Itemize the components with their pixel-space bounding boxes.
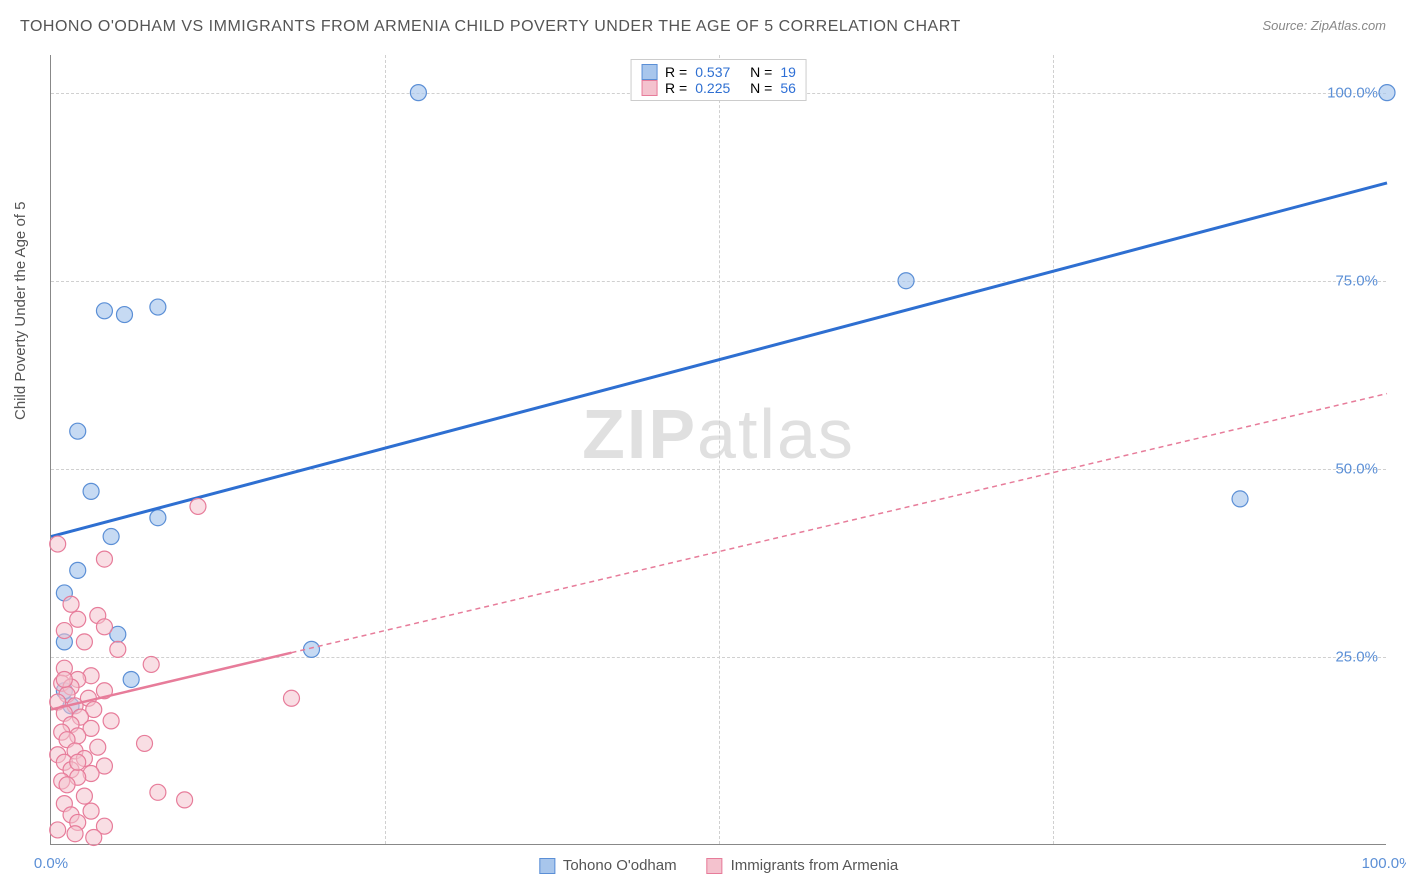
- scatter-point: [150, 510, 166, 526]
- legend-swatch-a2: [539, 858, 555, 874]
- legend-r-value-b: 0.225: [695, 80, 730, 96]
- legend-n-label-b: N =: [750, 80, 772, 96]
- scatter-point: [410, 85, 426, 101]
- legend-item-a: Tohono O'odham: [539, 857, 677, 874]
- scatter-point: [70, 423, 86, 439]
- scatter-point: [150, 299, 166, 315]
- scatter-point: [110, 641, 126, 657]
- scatter-svg: [51, 55, 1386, 844]
- scatter-point: [90, 739, 106, 755]
- legend-n-value-a: 19: [780, 64, 796, 80]
- source-attribution: Source: ZipAtlas.com: [1262, 18, 1386, 33]
- scatter-point: [56, 623, 72, 639]
- legend-swatch-b2: [707, 858, 723, 874]
- legend-series-names: Tohono O'odham Immigrants from Armenia: [539, 857, 898, 874]
- scatter-point: [123, 671, 139, 687]
- legend-statistics: R = 0.537 N = 19 R = 0.225 N = 56: [630, 59, 807, 101]
- scatter-point: [50, 536, 66, 552]
- scatter-point: [96, 551, 112, 567]
- scatter-point: [67, 826, 83, 842]
- y-axis-label: Child Poverty Under the Age of 5: [12, 202, 29, 420]
- legend-n-label-a: N =: [750, 64, 772, 80]
- legend-r-value-a: 0.537: [695, 64, 730, 80]
- scatter-point: [70, 754, 86, 770]
- scatter-point: [190, 498, 206, 514]
- legend-name-b: Immigrants from Armenia: [731, 857, 899, 874]
- scatter-point: [50, 822, 66, 838]
- legend-row-series-a: R = 0.537 N = 19: [641, 64, 796, 80]
- chart-title: TOHONO O'ODHAM VS IMMIGRANTS FROM ARMENI…: [20, 18, 961, 36]
- scatter-point: [83, 483, 99, 499]
- scatter-point: [177, 792, 193, 808]
- x-tick-label: 100.0%: [1362, 855, 1406, 872]
- scatter-point: [304, 641, 320, 657]
- scatter-point: [83, 803, 99, 819]
- legend-swatch-a: [641, 64, 657, 80]
- trend-line-solid: [51, 183, 1387, 537]
- scatter-point: [150, 784, 166, 800]
- scatter-point: [96, 303, 112, 319]
- legend-swatch-b: [641, 80, 657, 96]
- legend-item-b: Immigrants from Armenia: [707, 857, 899, 874]
- scatter-point: [898, 273, 914, 289]
- scatter-point: [59, 777, 75, 793]
- scatter-point: [143, 656, 159, 672]
- scatter-point: [86, 829, 102, 845]
- legend-n-value-b: 56: [780, 80, 796, 96]
- legend-name-a: Tohono O'odham: [563, 857, 677, 874]
- scatter-point: [63, 596, 79, 612]
- trend-line-dashed: [291, 394, 1387, 653]
- scatter-point: [56, 671, 72, 687]
- scatter-point: [103, 713, 119, 729]
- scatter-point: [70, 562, 86, 578]
- scatter-point: [1379, 85, 1395, 101]
- scatter-point: [137, 735, 153, 751]
- legend-r-label-a: R =: [665, 64, 687, 80]
- legend-r-label-b: R =: [665, 80, 687, 96]
- chart-plot-area: ZIPatlas 25.0%50.0%75.0%100.0%0.0%100.0%…: [50, 55, 1386, 845]
- scatter-point: [1232, 491, 1248, 507]
- scatter-point: [70, 611, 86, 627]
- scatter-point: [76, 788, 92, 804]
- x-tick-label: 0.0%: [34, 855, 68, 872]
- scatter-point: [116, 307, 132, 323]
- scatter-point: [96, 619, 112, 635]
- scatter-point: [76, 634, 92, 650]
- scatter-point: [103, 529, 119, 545]
- scatter-point: [283, 690, 299, 706]
- legend-row-series-b: R = 0.225 N = 56: [641, 80, 796, 96]
